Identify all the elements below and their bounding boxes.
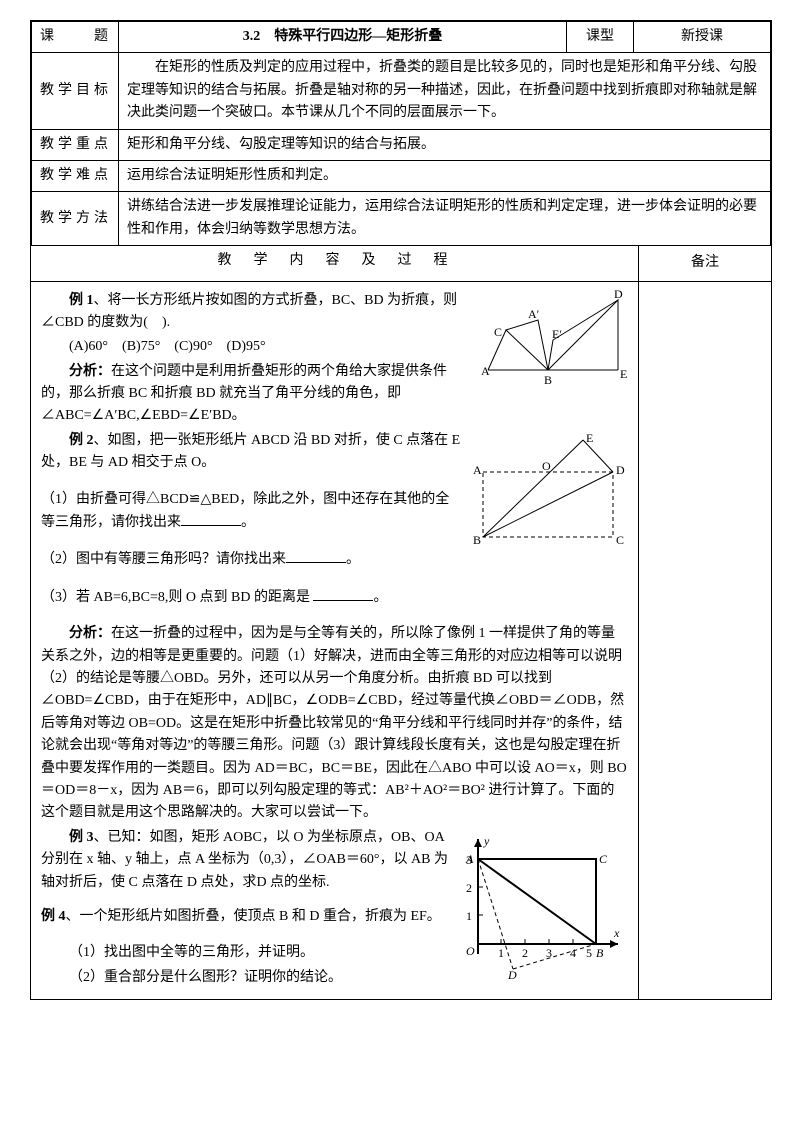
label-focus: 教学重点	[32, 129, 119, 160]
cell-difficulty: 运用综合法证明矩形性质和判定。	[119, 160, 771, 191]
row-method: 教学方法 讲练结合法进一步发展推理论证能力，运用综合法证明矩形的性质和判定定理，…	[32, 192, 771, 246]
ex1-text: 、将一长方形纸片按如图的方式折叠，BC、BD 为折痕，则∠CBD 的度数为( )…	[41, 293, 457, 330]
blank-3	[313, 586, 373, 601]
content-main: A B C A′ E′ D E 例 1、将一长方形纸片按如图的方式折叠，BC、B…	[31, 282, 639, 1000]
cell-focus: 矩形和角平分线、勾股定理等知识的结合与拓展。	[119, 129, 771, 160]
label-method: 教学方法	[32, 192, 119, 246]
section-left: 教 学 内 容 及 过 程	[31, 246, 639, 280]
ex4-label: 例 4	[41, 909, 66, 924]
notes-column	[639, 282, 771, 1000]
cell-goal: 在矩形的性质及判定的应用过程中，折叠类的题目是比较多见的，同时也是矩形和角平分线…	[119, 53, 771, 129]
label-goal: 教学目标	[32, 53, 119, 129]
svg-text:4: 4	[570, 946, 576, 960]
figure-1: A B C A′ E′ D E	[478, 290, 628, 398]
svg-text:B: B	[596, 946, 604, 960]
svg-text:y: y	[483, 834, 490, 848]
svg-text:1: 1	[466, 909, 472, 923]
ex2-analysis-text: 在这一折叠的过程中，因为是与全等有关的，所以除了像例 1 一样提供了角的等量关系…	[41, 626, 627, 820]
svg-text:B: B	[473, 533, 481, 547]
ex4-text: 、一个矩形纸片如图折叠，使顶点 B 和 D 重合，折痕为 EF。	[66, 909, 441, 924]
row-goal: 教学目标 在矩形的性质及判定的应用过程中，折叠类的题目是比较多见的，同时也是矩形…	[32, 53, 771, 129]
svg-text:E: E	[586, 432, 593, 445]
svg-text:C: C	[599, 852, 608, 866]
cell-title: 3.2 特殊平行四边形—矩形折叠	[119, 22, 567, 53]
svg-text:C: C	[494, 325, 502, 339]
svg-text:A: A	[481, 364, 490, 378]
ex2-analysis-label: 分析：	[69, 626, 111, 641]
svg-text:C: C	[616, 533, 624, 547]
label-type: 课型	[567, 22, 634, 53]
svg-text:5: 5	[586, 946, 592, 960]
svg-text:3: 3	[546, 946, 552, 960]
svg-text:x: x	[613, 926, 620, 940]
svg-text:E: E	[620, 367, 627, 381]
content-body: A B C A′ E′ D E 例 1、将一长方形纸片按如图的方式折叠，BC、B…	[31, 281, 771, 1000]
ex2-text: 、如图，把一张矩形纸片 ABCD 沿 BD 对折，使 C 点落在 E 处，BE …	[41, 433, 460, 470]
label-difficulty: 教学难点	[32, 160, 119, 191]
svg-text:3: 3	[466, 853, 472, 867]
section-right: 备注	[639, 246, 771, 280]
svg-text:O: O	[466, 944, 475, 958]
svg-text:D: D	[616, 463, 625, 477]
svg-text:2: 2	[466, 881, 472, 895]
ex2-label: 例 2	[69, 433, 94, 448]
row-title: 课 题 3.2 特殊平行四边形—矩形折叠 课型 新授课	[32, 22, 771, 53]
label-topic: 课 题	[32, 22, 119, 53]
section-header: 教 学 内 容 及 过 程 备注	[31, 246, 771, 280]
figure-2: A B C D E O	[468, 432, 628, 560]
svg-text:A: A	[473, 463, 482, 477]
cell-type: 新授课	[634, 22, 771, 53]
svg-text:2: 2	[522, 946, 528, 960]
cell-method: 讲练结合法进一步发展推理论证能力，运用综合法证明矩形的性质和判定定理，进一步体会…	[119, 192, 771, 246]
svg-text:D: D	[507, 968, 517, 979]
ex1-label: 例 1	[69, 293, 94, 308]
header-table: 课 题 3.2 特殊平行四边形—矩形折叠 课型 新授课 教学目标 在矩形的性质及…	[31, 21, 771, 246]
row-focus: 教学重点 矩形和角平分线、勾股定理等知识的结合与拓展。	[32, 129, 771, 160]
svg-text:E′: E′	[552, 327, 562, 341]
blank-1	[181, 511, 241, 526]
row-difficulty: 教学难点 运用综合法证明矩形性质和判定。	[32, 160, 771, 191]
ex1-analysis-label: 分析：	[69, 364, 111, 379]
document-frame: 课 题 3.2 特殊平行四边形—矩形折叠 课型 新授课 教学目标 在矩形的性质及…	[30, 20, 772, 1000]
svg-text:A′: A′	[528, 307, 540, 321]
svg-text:1: 1	[498, 946, 504, 960]
ex3-label: 例 3	[69, 830, 94, 845]
ex2-q3: （3）若 AB=6,BC=8,则 O 点到 BD 的距离是 。	[41, 586, 628, 609]
svg-text:O: O	[542, 459, 551, 473]
svg-text:D: D	[614, 290, 623, 301]
svg-text:B: B	[544, 373, 552, 387]
ex2-analysis: 分析：在这一折叠的过程中，因为是与全等有关的，所以除了像例 1 一样提供了角的等…	[41, 623, 628, 825]
blank-2	[286, 548, 346, 563]
ex3-text: 、已知：如图，矩形 AOBC，以 O 为坐标原点，OB、OA 分别在 x 轴、y…	[41, 830, 448, 890]
figure-3: A C O B D x y 3 2 1 1 2 3 4 5	[458, 829, 628, 987]
